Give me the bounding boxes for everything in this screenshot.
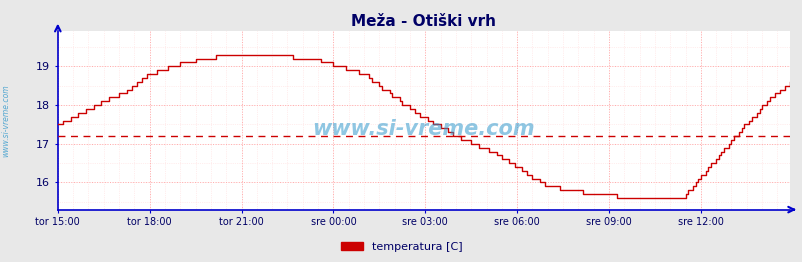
Text: www.si-vreme.com: www.si-vreme.com — [312, 119, 535, 139]
Legend: temperatura [C]: temperatura [C] — [336, 238, 466, 256]
Title: Meža - Otiški vrh: Meža - Otiški vrh — [351, 14, 496, 29]
Text: www.si-vreme.com: www.si-vreme.com — [1, 84, 10, 157]
